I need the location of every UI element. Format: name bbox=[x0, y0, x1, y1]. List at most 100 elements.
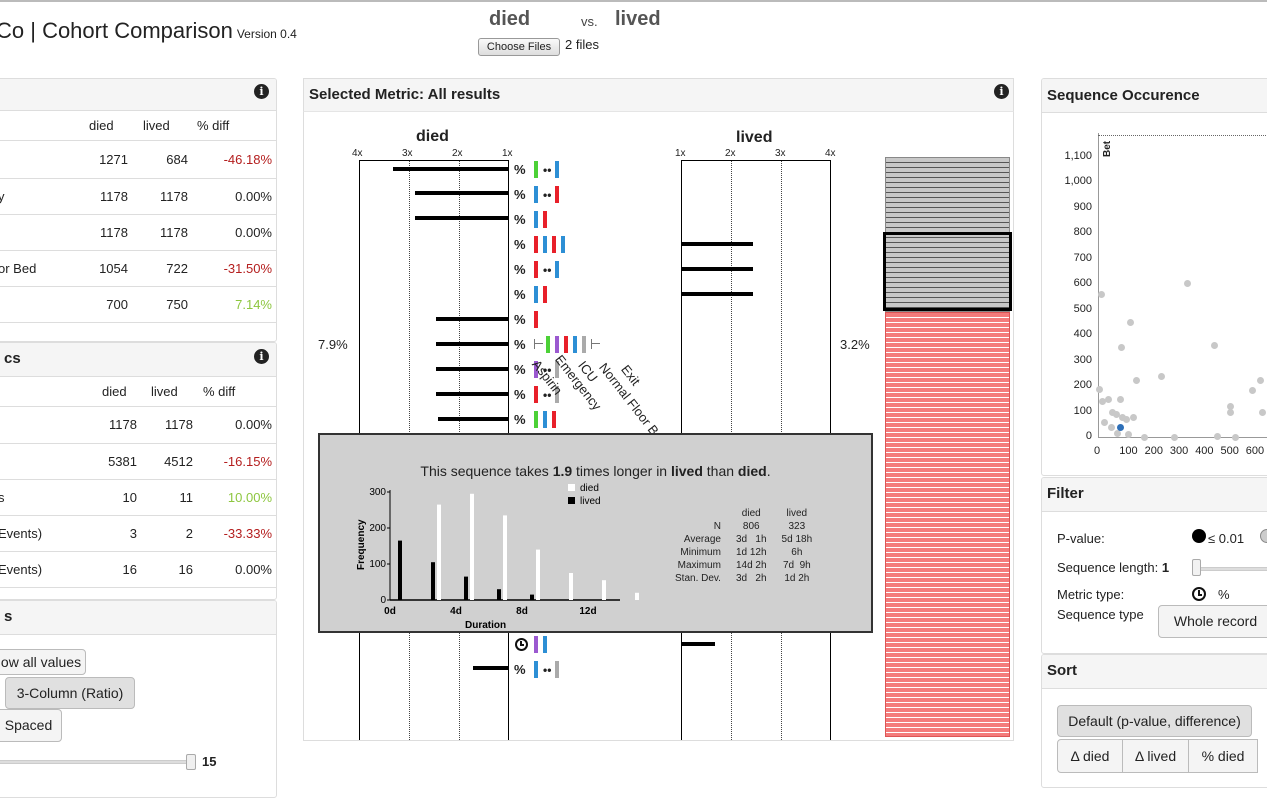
row-diff: -25.00% bbox=[199, 587, 276, 599]
sequence-row[interactable]: % bbox=[513, 210, 633, 230]
whole-record-button[interactable]: Whole record bbox=[1158, 605, 1267, 638]
hist-bar-died bbox=[464, 576, 468, 600]
legend-swatch-lived bbox=[568, 497, 575, 504]
spaced-button[interactable]: Spaced bbox=[0, 709, 62, 742]
sequence-row[interactable]: % •• bbox=[513, 660, 633, 680]
ratio-bar[interactable] bbox=[436, 317, 509, 321]
sequence-row[interactable]: % •• bbox=[513, 260, 633, 280]
scatter-point[interactable] bbox=[1170, 434, 1178, 441]
sequence-row[interactable]: % bbox=[513, 410, 633, 430]
info-icon[interactable]: i bbox=[254, 84, 269, 99]
scatter-point[interactable] bbox=[1213, 432, 1221, 440]
hist-bar-died bbox=[398, 540, 402, 600]
ratio-bar[interactable] bbox=[681, 642, 715, 646]
scatter-point[interactable] bbox=[1097, 291, 1105, 299]
ratio-bar[interactable] bbox=[436, 392, 509, 396]
ratio-bar[interactable] bbox=[436, 342, 509, 346]
scatter-point[interactable] bbox=[1098, 398, 1106, 406]
ratio-bar[interactable] bbox=[681, 242, 753, 246]
ratio-bar[interactable] bbox=[438, 417, 509, 421]
sort-default-button[interactable]: Default (p-value, difference) bbox=[1057, 705, 1252, 737]
scatter-point[interactable] bbox=[1122, 416, 1130, 424]
overview-stack-selection[interactable] bbox=[883, 232, 1012, 311]
overview-stack-red[interactable] bbox=[885, 312, 1010, 737]
ratio-bar[interactable] bbox=[436, 367, 509, 371]
scatter-point[interactable] bbox=[1126, 319, 1134, 327]
ratio-bar[interactable] bbox=[681, 267, 753, 271]
row-label: Events) bbox=[0, 515, 98, 552]
event-gray bbox=[555, 386, 559, 403]
scatter-point[interactable] bbox=[1158, 372, 1166, 380]
sort-delta-died-button[interactable]: Δ died bbox=[1057, 739, 1123, 773]
row-lived: 11 bbox=[143, 479, 199, 516]
show-all-values-button[interactable]: ow all values bbox=[0, 649, 86, 675]
choose-files-button[interactable]: Choose Files bbox=[478, 38, 560, 56]
ratio-bar[interactable] bbox=[681, 292, 753, 296]
sequence-row[interactable]: % •• bbox=[513, 185, 633, 205]
ratio-bar[interactable] bbox=[473, 666, 509, 670]
row-lived: 3 bbox=[143, 587, 199, 599]
sequence-row[interactable]: % •• bbox=[513, 360, 633, 380]
scatter-point[interactable] bbox=[1125, 431, 1133, 439]
row-label: r Record bbox=[0, 587, 98, 599]
scatter-point[interactable] bbox=[1116, 395, 1124, 403]
overview-table: 1271684-46.18%y117811780.00%117811780.00… bbox=[0, 142, 276, 323]
stats-label: Minimum bbox=[680, 547, 721, 558]
scatter-point[interactable] bbox=[1108, 408, 1116, 416]
metric-pct-option[interactable]: % bbox=[1218, 587, 1230, 602]
scatter-point[interactable] bbox=[1112, 411, 1120, 419]
event-red bbox=[534, 236, 538, 253]
overview-panel: i died lived % diff 1271684-46.18%y11781… bbox=[0, 78, 277, 342]
scatter-y-tick: 900 bbox=[1073, 200, 1092, 213]
event-red bbox=[543, 286, 547, 303]
scatter-point[interactable] bbox=[1231, 434, 1239, 441]
axis-tick-label: 1x bbox=[675, 148, 686, 159]
hist-bar-lived bbox=[437, 504, 441, 600]
slider-handle[interactable] bbox=[186, 754, 196, 770]
scatter-point[interactable] bbox=[1259, 408, 1267, 416]
scatter-plot[interactable]: Bet 1,100 1,000 900 800 700 600 500 400 300 200 100… bbox=[1042, 113, 1267, 475]
scatter-point-selected[interactable] bbox=[1116, 423, 1124, 431]
scatter-point[interactable] bbox=[1105, 395, 1113, 403]
sequence-row[interactable]: % bbox=[513, 285, 633, 305]
clock-icon[interactable] bbox=[1192, 587, 1206, 601]
scatter-point[interactable] bbox=[1132, 376, 1140, 384]
sequence-row[interactable]: % •• bbox=[513, 385, 633, 405]
sort-delta-lived-button[interactable]: Δ lived bbox=[1122, 739, 1189, 773]
hist-y-label: Frequency bbox=[356, 519, 367, 570]
scatter-point[interactable] bbox=[1096, 385, 1104, 393]
scatter-point[interactable] bbox=[1107, 423, 1115, 431]
sequence-row[interactable]: % bbox=[513, 310, 633, 330]
scatter-point[interactable] bbox=[1113, 430, 1121, 438]
three-column-ratio-button[interactable]: 3-Column (Ratio) bbox=[5, 677, 135, 709]
seq-length-handle[interactable] bbox=[1192, 559, 1201, 576]
scatter-point[interactable] bbox=[1119, 413, 1127, 421]
seq-length-slider[interactable] bbox=[1192, 567, 1267, 571]
info-icon[interactable]: i bbox=[254, 349, 269, 364]
slider-track[interactable] bbox=[0, 760, 193, 764]
ratio-bar[interactable] bbox=[393, 167, 509, 171]
info-icon[interactable]: i bbox=[994, 84, 1009, 99]
sequence-row[interactable]: % •• bbox=[513, 160, 633, 180]
sequence-row[interactable]: % bbox=[513, 235, 633, 255]
ratio-bar[interactable] bbox=[415, 191, 509, 195]
scatter-point[interactable] bbox=[1226, 403, 1234, 411]
sort-pct-died-button[interactable]: % died bbox=[1188, 739, 1258, 773]
row-label: or Bed bbox=[0, 250, 88, 287]
pvalue-radio-selected[interactable] bbox=[1192, 529, 1206, 543]
scatter-point[interactable] bbox=[1211, 342, 1219, 350]
scatter-point[interactable] bbox=[1140, 434, 1148, 441]
scatter-point[interactable] bbox=[1130, 413, 1138, 421]
ratio-bar[interactable] bbox=[415, 216, 509, 220]
scatter-point[interactable] bbox=[1101, 418, 1109, 426]
hist-y-tick: 100 bbox=[369, 559, 386, 570]
scatter-point[interactable] bbox=[1183, 279, 1191, 287]
hist-bar-lived bbox=[635, 592, 639, 600]
scatter-point[interactable] bbox=[1256, 376, 1264, 384]
sequence-row[interactable]: % bbox=[513, 335, 633, 355]
sequence-row[interactable] bbox=[513, 635, 633, 655]
scatter-point[interactable] bbox=[1226, 408, 1234, 416]
pvalue-radio-unselected[interactable] bbox=[1260, 529, 1267, 543]
scatter-point[interactable] bbox=[1117, 343, 1125, 351]
scatter-point[interactable] bbox=[1249, 386, 1257, 394]
